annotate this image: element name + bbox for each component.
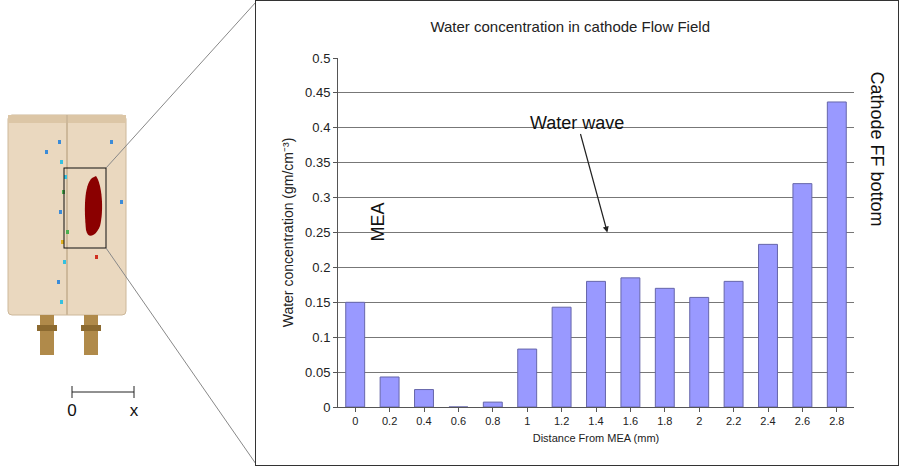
- svg-text:0: 0: [352, 415, 358, 427]
- svg-text:0.6: 0.6: [451, 415, 466, 427]
- svg-text:0.3: 0.3: [312, 190, 330, 205]
- svg-text:2.6: 2.6: [795, 415, 810, 427]
- svg-text:2: 2: [696, 415, 702, 427]
- svg-text:0.4: 0.4: [312, 120, 330, 135]
- svg-text:Water concentration in cathode: Water concentration in cathode Flow Fiel…: [430, 18, 710, 35]
- svg-text:2.8: 2.8: [829, 415, 844, 427]
- svg-text:1.8: 1.8: [657, 415, 672, 427]
- svg-text:0: 0: [323, 400, 330, 415]
- svg-text:0.35: 0.35: [305, 155, 330, 170]
- svg-text:x: x: [130, 401, 139, 420]
- svg-text:Distance From MEA (mm): Distance From MEA (mm): [533, 432, 660, 444]
- svg-text:0.25: 0.25: [305, 225, 330, 240]
- svg-text:0.05: 0.05: [305, 365, 330, 380]
- svg-text:0.8: 0.8: [485, 415, 500, 427]
- svg-text:1.6: 1.6: [623, 415, 638, 427]
- svg-text:1: 1: [524, 415, 530, 427]
- svg-text:0.4: 0.4: [416, 415, 431, 427]
- svg-text:MEA: MEA: [368, 202, 388, 241]
- svg-text:Water concentration (gm/cm⁻³): Water concentration (gm/cm⁻³): [280, 138, 296, 328]
- svg-text:0.2: 0.2: [382, 415, 397, 427]
- svg-text:1.2: 1.2: [554, 415, 569, 427]
- svg-text:1.4: 1.4: [588, 415, 603, 427]
- svg-text:0.45: 0.45: [305, 85, 330, 100]
- svg-text:0: 0: [67, 401, 76, 420]
- svg-text:Cathode FF bottom: Cathode FF bottom: [867, 72, 887, 227]
- svg-text:0.2: 0.2: [312, 260, 330, 275]
- svg-text:2.2: 2.2: [726, 415, 741, 427]
- svg-text:2.4: 2.4: [760, 415, 775, 427]
- svg-text:0.1: 0.1: [312, 330, 330, 345]
- svg-text:0.15: 0.15: [305, 295, 330, 310]
- svg-text:0.5: 0.5: [312, 51, 330, 66]
- svg-text:Water wave: Water wave: [530, 113, 624, 133]
